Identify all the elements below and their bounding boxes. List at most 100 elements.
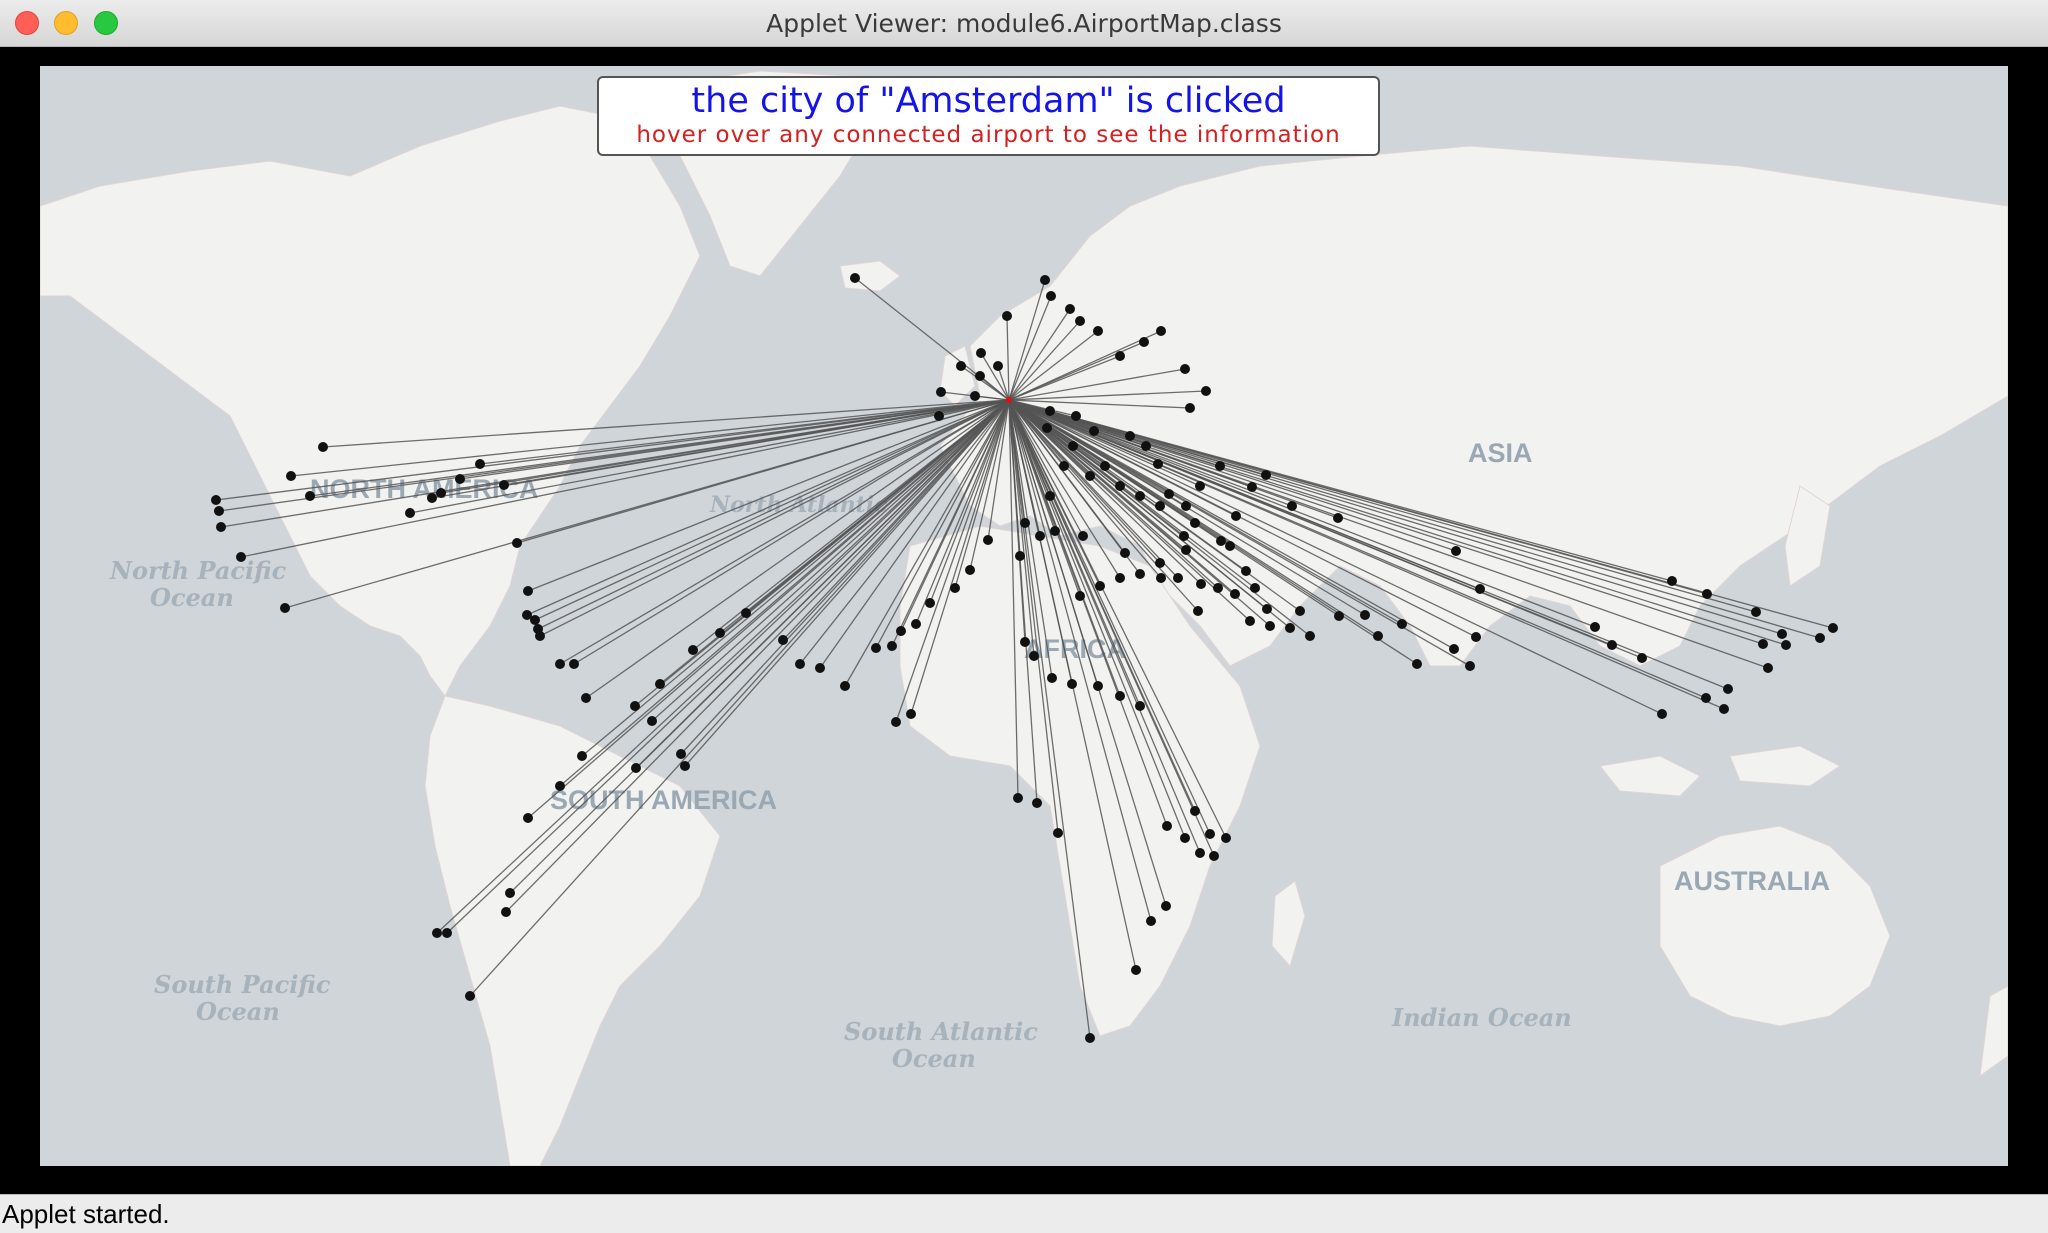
airport-marker-icon[interactable] <box>523 813 533 823</box>
airport-marker-icon[interactable] <box>1719 704 1729 714</box>
airport-marker-icon[interactable] <box>1250 583 1260 593</box>
airport-marker-icon[interactable] <box>465 991 475 1001</box>
airport-marker-icon[interactable] <box>1334 611 1344 621</box>
airport-marker-icon[interactable] <box>1125 431 1135 441</box>
airport-marker-icon[interactable] <box>1141 441 1151 451</box>
close-window-button[interactable] <box>15 11 39 35</box>
airport-marker-icon[interactable] <box>1185 403 1195 413</box>
airport-marker-icon[interactable] <box>1146 916 1156 926</box>
airport-marker-icon[interactable] <box>523 586 533 596</box>
airport-marker-icon[interactable] <box>1195 848 1205 858</box>
airport-marker-icon[interactable] <box>1190 518 1200 528</box>
world-map[interactable]: NORTH AMERICA SOUTH AMERICA AFRICA ASIA … <box>40 66 2008 1166</box>
airport-marker-icon[interactable] <box>475 459 485 469</box>
airport-marker-icon[interactable] <box>1195 481 1205 491</box>
airport-marker-icon[interactable] <box>1115 481 1125 491</box>
airport-marker-icon[interactable] <box>1333 513 1343 523</box>
airport-marker-icon[interactable] <box>815 663 825 673</box>
airport-marker-icon[interactable] <box>1247 482 1257 492</box>
airport-marker-icon[interactable] <box>1131 965 1141 975</box>
airport-marker-icon[interactable] <box>505 888 515 898</box>
airport-marker-icon[interactable] <box>512 538 522 548</box>
selected-airport-amsterdam[interactable] <box>1006 397 1012 403</box>
airport-marker-icon[interactable] <box>286 471 296 481</box>
airport-marker-icon[interactable] <box>1071 411 1081 421</box>
airport-marker-icon[interactable] <box>1020 637 1030 647</box>
airport-marker-icon[interactable] <box>1035 531 1045 541</box>
airport-marker-icon[interactable] <box>850 273 860 283</box>
airport-marker-icon[interactable] <box>1002 311 1012 321</box>
airport-marker-icon[interactable] <box>1190 806 1200 816</box>
airport-marker-icon[interactable] <box>1209 851 1219 861</box>
airport-marker-icon[interactable] <box>436 488 446 498</box>
airport-marker-icon[interactable] <box>1465 661 1475 671</box>
airport-marker-icon[interactable] <box>1205 829 1215 839</box>
airport-marker-icon[interactable] <box>1781 640 1791 650</box>
airport-marker-icon[interactable] <box>455 474 465 484</box>
airport-marker-icon[interactable] <box>934 411 944 421</box>
airport-marker-icon[interactable] <box>715 628 725 638</box>
airport-marker-icon[interactable] <box>1295 606 1305 616</box>
airport-marker-icon[interactable] <box>1045 491 1055 501</box>
airport-marker-icon[interactable] <box>1216 536 1226 546</box>
airport-marker-icon[interactable] <box>1193 606 1203 616</box>
airport-marker-icon[interactable] <box>795 659 805 669</box>
airport-marker-icon[interactable] <box>1135 701 1145 711</box>
airport-marker-icon[interactable] <box>530 615 540 625</box>
airport-marker-icon[interactable] <box>1777 629 1787 639</box>
airport-marker-icon[interactable] <box>1059 461 1069 471</box>
airport-marker-icon[interactable] <box>1305 631 1315 641</box>
airport-marker-icon[interactable] <box>911 619 921 629</box>
airport-marker-icon[interactable] <box>1815 633 1825 643</box>
airport-marker-icon[interactable] <box>1225 541 1235 551</box>
airport-marker-icon[interactable] <box>655 679 665 689</box>
airport-marker-icon[interactable] <box>1828 623 1838 633</box>
airport-marker-icon[interactable] <box>499 480 509 490</box>
airport-marker-icon[interactable] <box>1155 501 1165 511</box>
airport-marker-icon[interactable] <box>427 493 437 503</box>
airport-marker-icon[interactable] <box>1046 291 1056 301</box>
minimize-window-button[interactable] <box>54 11 78 35</box>
map-canvas[interactable]: NORTH AMERICA SOUTH AMERICA AFRICA ASIA … <box>40 66 2008 1166</box>
airport-marker-icon[interactable] <box>405 508 415 518</box>
airport-marker-icon[interactable] <box>522 610 532 620</box>
airport-marker-icon[interactable] <box>1139 337 1149 347</box>
airport-marker-icon[interactable] <box>216 522 226 532</box>
airport-marker-icon[interactable] <box>983 535 993 545</box>
airport-marker-icon[interactable] <box>501 907 511 917</box>
airport-marker-icon[interactable] <box>280 603 290 613</box>
airport-marker-icon[interactable] <box>1412 659 1422 669</box>
airport-marker-icon[interactable] <box>1095 581 1105 591</box>
airport-marker-icon[interactable] <box>1213 583 1223 593</box>
airport-marker-icon[interactable] <box>1181 545 1191 555</box>
airport-marker-icon[interactable] <box>1221 833 1231 843</box>
airport-marker-icon[interactable] <box>1047 673 1057 683</box>
airport-marker-icon[interactable] <box>1701 693 1711 703</box>
airport-marker-icon[interactable] <box>1360 610 1370 620</box>
airport-marker-icon[interactable] <box>555 781 565 791</box>
airport-marker-icon[interactable] <box>211 495 221 505</box>
airport-marker-icon[interactable] <box>840 681 850 691</box>
airport-marker-icon[interactable] <box>236 552 246 562</box>
airport-marker-icon[interactable] <box>1702 589 1712 599</box>
airport-marker-icon[interactable] <box>1045 406 1055 416</box>
airport-marker-icon[interactable] <box>1241 566 1251 576</box>
airport-marker-icon[interactable] <box>1723 684 1733 694</box>
airport-marker-icon[interactable] <box>925 598 935 608</box>
airport-marker-icon[interactable] <box>305 491 315 501</box>
airport-marker-icon[interactable] <box>1181 501 1191 511</box>
airport-marker-icon[interactable] <box>1201 386 1211 396</box>
airport-marker-icon[interactable] <box>1135 491 1145 501</box>
zoom-window-button[interactable] <box>94 11 118 35</box>
airport-marker-icon[interactable] <box>1120 548 1130 558</box>
airport-marker-icon[interactable] <box>891 717 901 727</box>
airport-marker-icon[interactable] <box>1115 351 1125 361</box>
airport-marker-icon[interactable] <box>442 928 452 938</box>
airport-marker-icon[interactable] <box>1100 461 1110 471</box>
airport-marker-icon[interactable] <box>1067 679 1077 689</box>
airport-marker-icon[interactable] <box>676 749 686 759</box>
airport-marker-icon[interactable] <box>1657 709 1667 719</box>
airport-marker-icon[interactable] <box>577 751 587 761</box>
airport-marker-icon[interactable] <box>1397 619 1407 629</box>
airport-markers[interactable] <box>211 273 1838 1043</box>
